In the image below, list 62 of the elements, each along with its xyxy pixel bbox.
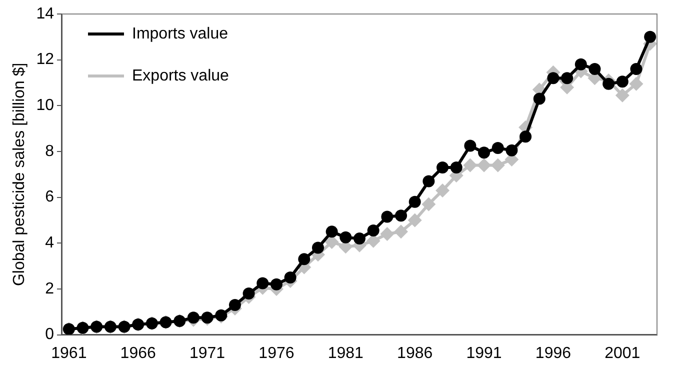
y-tick-label: 14 xyxy=(36,5,54,22)
y-tick-label: 2 xyxy=(45,280,54,298)
y-tick-label: 6 xyxy=(45,188,54,206)
point xyxy=(588,62,601,75)
x-tick-label: 1976 xyxy=(258,344,294,362)
point xyxy=(408,213,422,228)
point xyxy=(242,288,255,300)
point xyxy=(228,299,241,312)
point xyxy=(298,253,310,266)
point xyxy=(408,196,421,208)
point xyxy=(436,162,449,174)
point xyxy=(380,226,394,241)
point xyxy=(354,232,366,245)
point xyxy=(436,183,450,198)
point xyxy=(616,76,628,88)
legend-label: Exports value xyxy=(132,67,230,84)
y-tick-label: 0 xyxy=(45,326,54,344)
point xyxy=(340,231,352,244)
y-axis-title: Global pesticide sales [billion $] xyxy=(11,62,28,286)
y-tick-label: 12 xyxy=(36,51,54,68)
point xyxy=(574,58,587,70)
point xyxy=(644,30,656,43)
point xyxy=(284,272,296,284)
point xyxy=(256,277,269,290)
point xyxy=(520,130,532,143)
x-tick-label: 1966 xyxy=(120,344,156,362)
x-tick-label: 2001 xyxy=(604,344,640,362)
y-tick-label: 10 xyxy=(36,97,54,114)
point xyxy=(492,142,504,154)
point xyxy=(422,197,436,212)
y-tick-label: 8 xyxy=(45,142,54,160)
point xyxy=(561,72,574,84)
point xyxy=(381,210,394,223)
legend-label: Imports value xyxy=(132,25,228,42)
point xyxy=(395,210,408,222)
point xyxy=(367,224,380,237)
x-tick-label: 1981 xyxy=(328,344,364,362)
x-tick-label: 1986 xyxy=(397,344,433,362)
point xyxy=(615,88,630,102)
point xyxy=(533,92,546,105)
point xyxy=(547,72,560,84)
point xyxy=(463,158,478,172)
point xyxy=(312,242,324,254)
x-tick-label: 1961 xyxy=(51,344,87,362)
point xyxy=(477,158,492,172)
y-tick-label: 4 xyxy=(45,234,54,252)
point xyxy=(506,144,518,156)
x-tick-label: 1971 xyxy=(189,344,226,362)
point xyxy=(464,140,476,152)
point xyxy=(270,278,282,290)
point xyxy=(478,146,490,159)
x-tick-label: 1991 xyxy=(466,344,502,362)
point xyxy=(602,78,615,90)
point xyxy=(490,158,505,172)
point xyxy=(326,226,338,238)
point xyxy=(630,62,642,75)
point xyxy=(629,76,644,91)
point xyxy=(422,175,435,188)
point xyxy=(187,312,200,324)
point xyxy=(450,162,462,174)
x-tick-label: 1996 xyxy=(535,344,572,362)
point xyxy=(394,224,408,239)
